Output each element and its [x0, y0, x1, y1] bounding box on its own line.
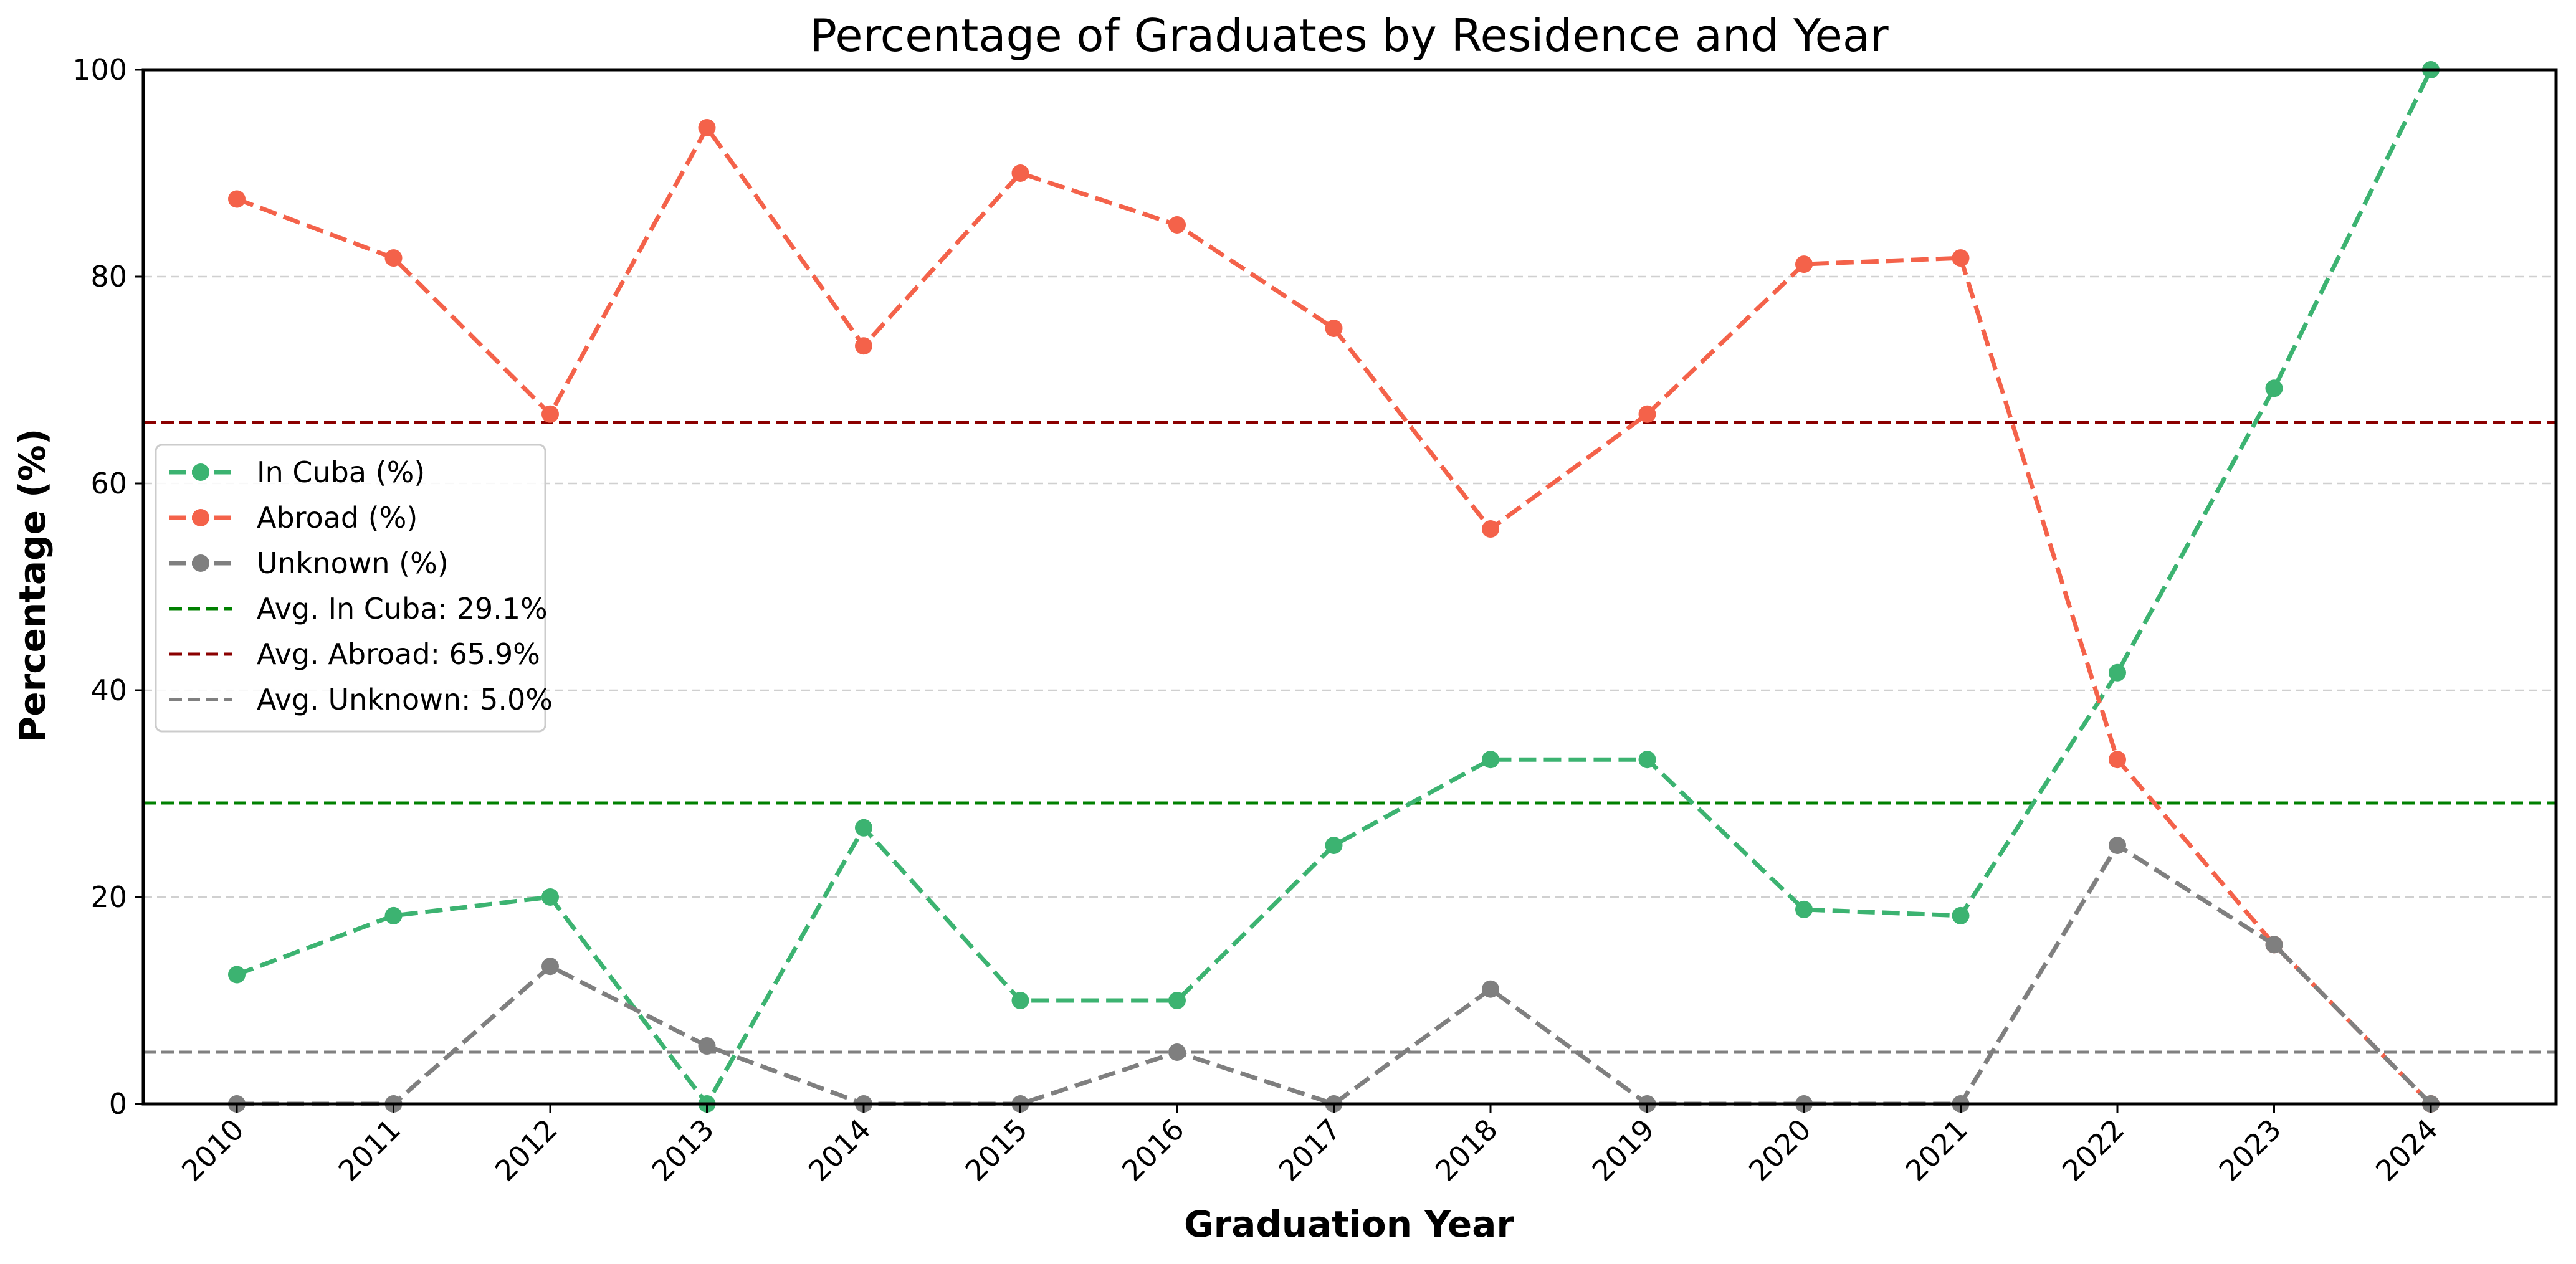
series-line-2	[237, 843, 2433, 1106]
y-tick-label-1: 20	[90, 880, 127, 914]
data-point-0-11	[1952, 906, 1970, 924]
data-point-2-12	[2109, 837, 2126, 854]
y-tick-label-2: 40	[90, 673, 127, 707]
data-point-2-8	[1482, 980, 1499, 998]
data-point-2-6	[1168, 1043, 1186, 1061]
data-point-1-7	[1325, 320, 1343, 337]
data-point-1-0	[228, 190, 246, 208]
data-point-0-0	[228, 966, 246, 984]
legend-entry-1: Abroad (%)	[169, 501, 417, 535]
y-tick-label-4: 80	[90, 260, 127, 293]
legend-label-5: Avg. Unknown: 5.0%	[257, 683, 553, 716]
data-point-1-4	[855, 337, 872, 355]
legend-marker-2	[192, 554, 209, 572]
data-point-1-10	[1795, 255, 1813, 273]
data-point-1-3	[698, 118, 716, 136]
data-point-0-10	[1795, 900, 1813, 918]
data-point-0-6	[1168, 992, 1186, 1009]
data-point-1-6	[1168, 216, 1186, 234]
legend-label-1: Abroad (%)	[257, 501, 417, 535]
x-axis-label: Graduation Year	[1184, 1203, 1514, 1245]
data-point-1-9	[1638, 405, 1656, 423]
legend-marker-0	[192, 463, 209, 481]
legend-entry-4: Avg. Abroad: 65.9%	[169, 637, 540, 671]
legend-label-0: In Cuba (%)	[257, 455, 425, 489]
data-point-1-1	[384, 249, 403, 267]
data-point-1-2	[541, 405, 559, 423]
data-point-0-2	[541, 888, 559, 906]
data-point-0-9	[1638, 751, 1656, 769]
data-point-0-5	[1011, 992, 1029, 1009]
legend-label-2: Unknown (%)	[257, 546, 449, 580]
plot-frame	[141, 68, 2558, 1106]
y-axis-label: Percentage (%)	[11, 429, 54, 743]
chart-title: Percentage of Graduates by Residence and…	[809, 9, 1888, 62]
legend-label-4: Avg. Abroad: 65.9%	[257, 637, 540, 671]
data-point-0-13	[2265, 379, 2283, 397]
data-point-2-3	[698, 1037, 716, 1055]
legend: In Cuba (%) Abroad (%) Unknown (%) Avg. In …	[155, 444, 553, 733]
legend-entry-0: In Cuba (%)	[169, 455, 425, 489]
legend-entry-3: Avg. In Cuba: 29.1%	[169, 592, 548, 625]
legend-marker-1	[192, 509, 209, 526]
legend-label-3: Avg. In Cuba: 29.1%	[257, 592, 548, 625]
data-point-2-2	[541, 958, 559, 976]
y-tick-label-5: 100	[72, 53, 127, 87]
series-line-1	[236, 125, 2433, 1106]
y-tick-label-0: 0	[109, 1087, 127, 1121]
data-point-0-1	[384, 906, 403, 924]
data-point-1-11	[1952, 249, 1970, 267]
data-point-0-12	[2109, 663, 2126, 682]
data-point-0-8	[1482, 751, 1499, 769]
y-axis-ticks: 0 20 40 60 80 100	[72, 53, 143, 1121]
data-point-2-13	[2265, 936, 2283, 954]
data-point-1-8	[1482, 520, 1499, 538]
data-point-0-7	[1325, 837, 1343, 854]
data-point-1-5	[1011, 164, 1029, 182]
legend-box	[155, 444, 546, 733]
y-tick-label-3: 60	[90, 467, 127, 500]
legend-entry-5: Avg. Unknown: 5.0%	[169, 683, 553, 716]
legend-entry-2: Unknown (%)	[169, 546, 449, 580]
data-point-0-4	[855, 819, 872, 837]
data-point-1-12	[2109, 751, 2126, 769]
